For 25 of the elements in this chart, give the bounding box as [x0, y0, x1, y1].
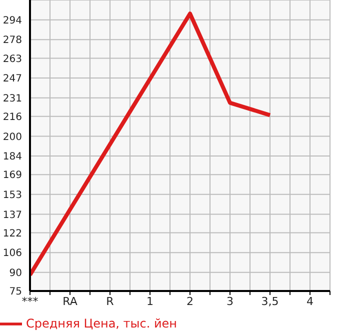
line-series: [30, 12, 272, 277]
x-tick-label: 3: [226, 294, 234, 308]
y-tick-label: 153: [2, 190, 22, 201]
y-tick-label: 278: [2, 35, 22, 46]
x-tick-label: 3,5: [261, 294, 279, 308]
x-tick-label: RA: [62, 294, 78, 308]
x-tick-label: 2: [186, 294, 194, 308]
y-tick-label: 247: [2, 74, 22, 85]
y-tick-label: 216: [2, 112, 22, 123]
y-tick-label: 263: [2, 54, 22, 65]
x-tick-label: 4: [306, 294, 314, 308]
x-tick-label: 1: [146, 294, 154, 308]
y-tick-label: 137: [2, 210, 22, 221]
legend-label: Средняя Цена, тыс. йен: [26, 316, 178, 330]
y-tick-label: 200: [2, 132, 22, 143]
y-tick-label: 106: [2, 248, 22, 260]
y-tick-label: 231: [2, 93, 22, 104]
x-tick-label: ***: [22, 294, 39, 308]
y-tick-label: 184: [2, 152, 22, 163]
y-tick-label: 294: [2, 15, 22, 26]
y-tick-label: 169: [2, 170, 22, 182]
y-tick-label: 122: [2, 228, 22, 240]
y-tick-label: 75: [9, 286, 22, 298]
y-tick-label: 90: [9, 268, 22, 279]
x-tick-label: R: [106, 294, 114, 308]
